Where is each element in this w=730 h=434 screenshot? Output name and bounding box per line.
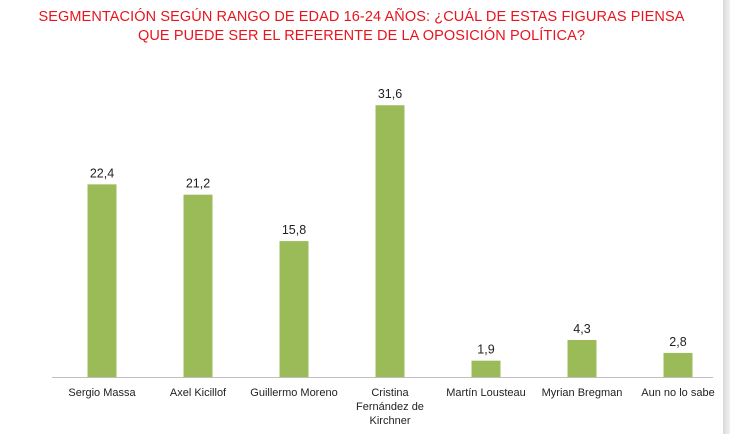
- data-label-3: 31,6: [378, 87, 402, 101]
- bar-4: [471, 360, 501, 377]
- bar-0: [87, 184, 117, 377]
- window-edge: [723, 0, 730, 434]
- data-label-4: 1,9: [477, 343, 494, 357]
- category-label-0: Sergio Massa: [68, 387, 136, 399]
- chart-title-line-1: SEGMENTACIÓN SEGÚN RANGO DE EDAD 16-24 A…: [38, 9, 685, 25]
- bar-6: [663, 352, 693, 377]
- bar-3: [375, 105, 405, 378]
- bar-1: [183, 194, 213, 377]
- category-label-4: Martín Lousteau: [446, 387, 526, 399]
- category-label-6: Aun no lo sabe: [641, 387, 715, 399]
- data-label-1: 21,2: [186, 177, 210, 191]
- bar-5: [567, 340, 597, 377]
- chart-title: SEGMENTACIÓN SEGÚN RANGO DE EDAD 16-24 A…: [0, 8, 723, 46]
- data-label-5: 4,3: [573, 322, 590, 336]
- category-label-2: Guillermo Moreno: [250, 387, 338, 399]
- data-label-0: 22,4: [90, 166, 114, 180]
- bar-2: [279, 241, 309, 377]
- category-label-3: Cristina Fernández de Kirchner: [356, 387, 424, 427]
- data-label-2: 15,8: [282, 223, 306, 237]
- category-label-1: Axel Kicillof: [169, 387, 227, 399]
- data-label-6: 2,8: [669, 335, 686, 349]
- chart-title-line-2: QUE PUEDE SER EL REFERENTE DE LA OPOSICI…: [137, 28, 586, 44]
- category-label-5: Myrian Bregman: [541, 387, 623, 399]
